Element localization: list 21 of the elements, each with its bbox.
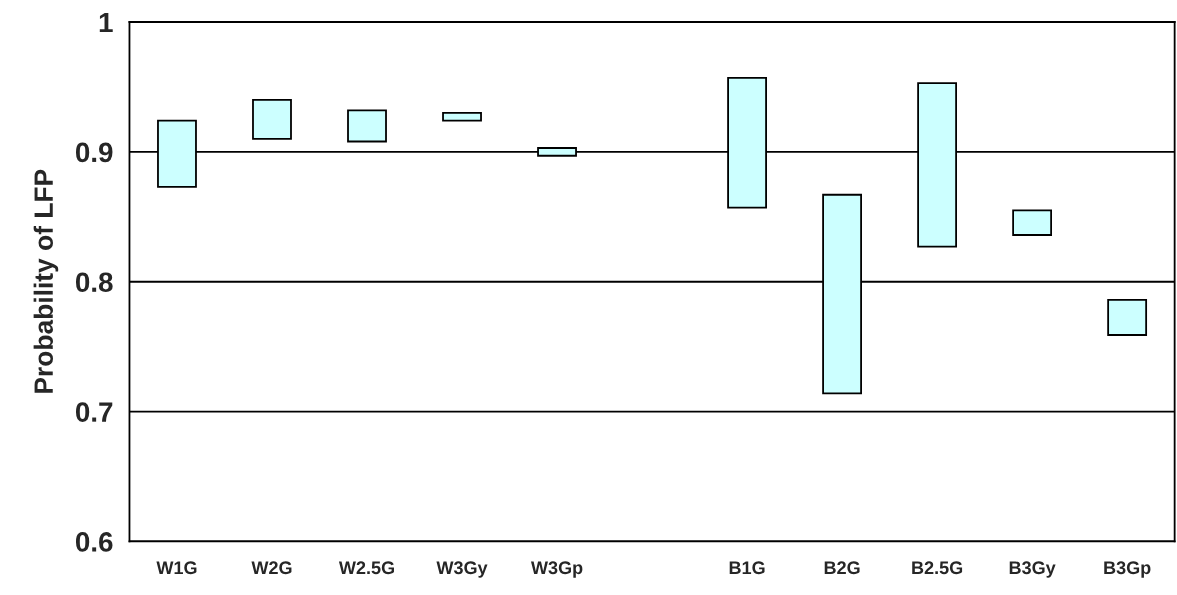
x-tick-label: B1G: [729, 561, 765, 575]
y-tick-label: 1: [99, 12, 113, 33]
x-tick-label: W1G: [156, 561, 197, 575]
bar: [442, 112, 482, 122]
x-tick-label: W3Gy: [436, 561, 488, 578]
x-tick-label: B2.5G: [912, 561, 963, 575]
y-axis-title: Probability of LFP: [33, 169, 59, 393]
x-tick-label: B3Gy: [1009, 561, 1056, 578]
x-tick-label: W3Gp: [530, 561, 583, 578]
x-tick-label: W2.5G: [338, 561, 394, 575]
y-tick-label: 0.8: [75, 272, 113, 293]
bar: [347, 109, 387, 143]
x-tick-label: B2G: [824, 561, 860, 575]
x-tick-label: B3Gp: [1104, 561, 1151, 578]
bar: [1012, 209, 1053, 236]
y-tick-label: 0.9: [75, 142, 113, 163]
bar: [1107, 299, 1148, 336]
x-tick-label: W2G: [251, 561, 292, 575]
y-tick-label: 0.7: [75, 402, 113, 422]
y-tick-label: 0.6: [75, 532, 113, 552]
bar: [252, 99, 292, 140]
